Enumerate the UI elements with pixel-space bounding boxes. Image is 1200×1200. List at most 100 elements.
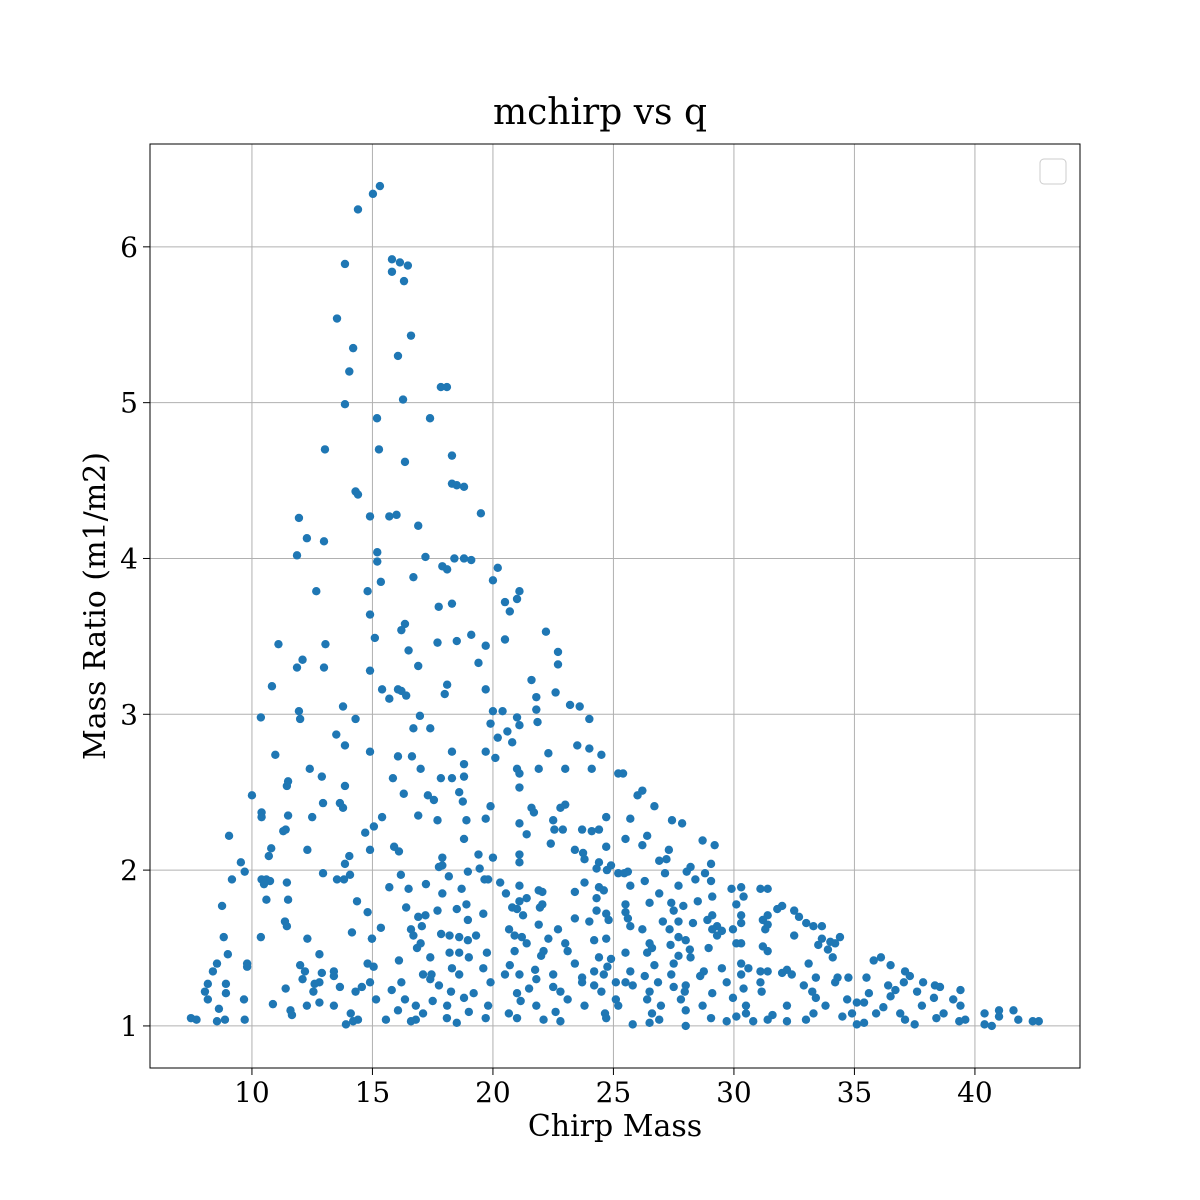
point: [512, 989, 522, 998]
point: [859, 1018, 869, 1028]
point: [628, 981, 637, 990]
point: [399, 276, 409, 286]
point: [377, 812, 387, 822]
point: [563, 995, 572, 1004]
point: [436, 773, 446, 783]
point: [621, 900, 630, 909]
point: [706, 1013, 716, 1023]
point: [397, 625, 406, 635]
point: [332, 314, 342, 323]
point: [621, 948, 630, 957]
point: [416, 764, 425, 774]
point: [534, 920, 543, 929]
point: [891, 985, 900, 995]
point: [414, 912, 423, 922]
point: [717, 964, 727, 973]
point: [212, 1017, 222, 1026]
point: [638, 925, 647, 934]
plot-frame: [149, 143, 1081, 1069]
point: [486, 978, 495, 987]
point: [763, 1015, 772, 1024]
x-axis-label: Chirp Mass: [528, 1109, 702, 1144]
point: [763, 967, 772, 976]
point: [686, 953, 695, 962]
point: [732, 1012, 741, 1021]
point: [452, 1018, 461, 1028]
point: [459, 482, 469, 491]
point: [645, 1018, 654, 1028]
point: [392, 510, 401, 520]
point: [227, 875, 237, 884]
point: [365, 512, 375, 521]
point: [621, 834, 630, 844]
point: [491, 753, 500, 763]
point: [656, 1001, 666, 1010]
point: [669, 959, 678, 968]
point: [653, 978, 663, 987]
point: [409, 572, 418, 582]
point: [387, 255, 397, 264]
point: [563, 946, 572, 956]
point: [212, 959, 222, 968]
point: [393, 1006, 403, 1015]
point: [341, 1020, 351, 1029]
point: [535, 903, 545, 912]
point: [192, 1015, 201, 1024]
point: [464, 1007, 474, 1017]
point: [240, 1015, 249, 1024]
point: [503, 727, 512, 736]
point: [505, 960, 515, 970]
point: [307, 812, 317, 822]
point: [681, 981, 690, 990]
point: [467, 630, 476, 640]
point: [271, 750, 280, 760]
point: [741, 1001, 751, 1010]
point: [406, 331, 416, 340]
point: [844, 973, 853, 982]
point: [310, 979, 319, 989]
point: [732, 939, 741, 948]
point: [666, 940, 675, 950]
point: [515, 783, 524, 792]
point: [340, 859, 350, 869]
point: [423, 791, 433, 800]
point: [504, 1009, 514, 1018]
point: [298, 655, 307, 664]
point: [421, 911, 430, 920]
point: [414, 811, 423, 820]
y-axis-label: Mass Ratio (m1/m2): [78, 452, 113, 760]
point: [886, 960, 895, 970]
point: [862, 973, 871, 982]
point: [454, 948, 464, 957]
point: [628, 1020, 637, 1029]
point: [994, 1012, 1004, 1021]
point: [517, 932, 527, 942]
y-tick-label: 6: [120, 231, 138, 264]
point: [401, 903, 411, 912]
point: [481, 747, 490, 756]
point: [434, 862, 444, 872]
point: [329, 971, 339, 981]
point: [295, 960, 305, 970]
point: [804, 959, 813, 968]
point: [789, 931, 799, 940]
point: [546, 839, 555, 848]
point: [681, 936, 690, 945]
point: [512, 904, 522, 914]
point: [498, 706, 507, 716]
point: [346, 1009, 355, 1018]
point: [352, 897, 362, 906]
point: [393, 752, 403, 761]
point: [642, 995, 652, 1004]
point: [548, 816, 558, 825]
point: [463, 936, 473, 945]
point: [565, 700, 575, 710]
point: [274, 639, 283, 649]
point: [493, 733, 502, 742]
point: [602, 934, 611, 943]
point: [864, 989, 874, 998]
point: [474, 850, 483, 859]
point: [395, 258, 405, 267]
point: [505, 607, 515, 616]
point: [240, 867, 249, 876]
